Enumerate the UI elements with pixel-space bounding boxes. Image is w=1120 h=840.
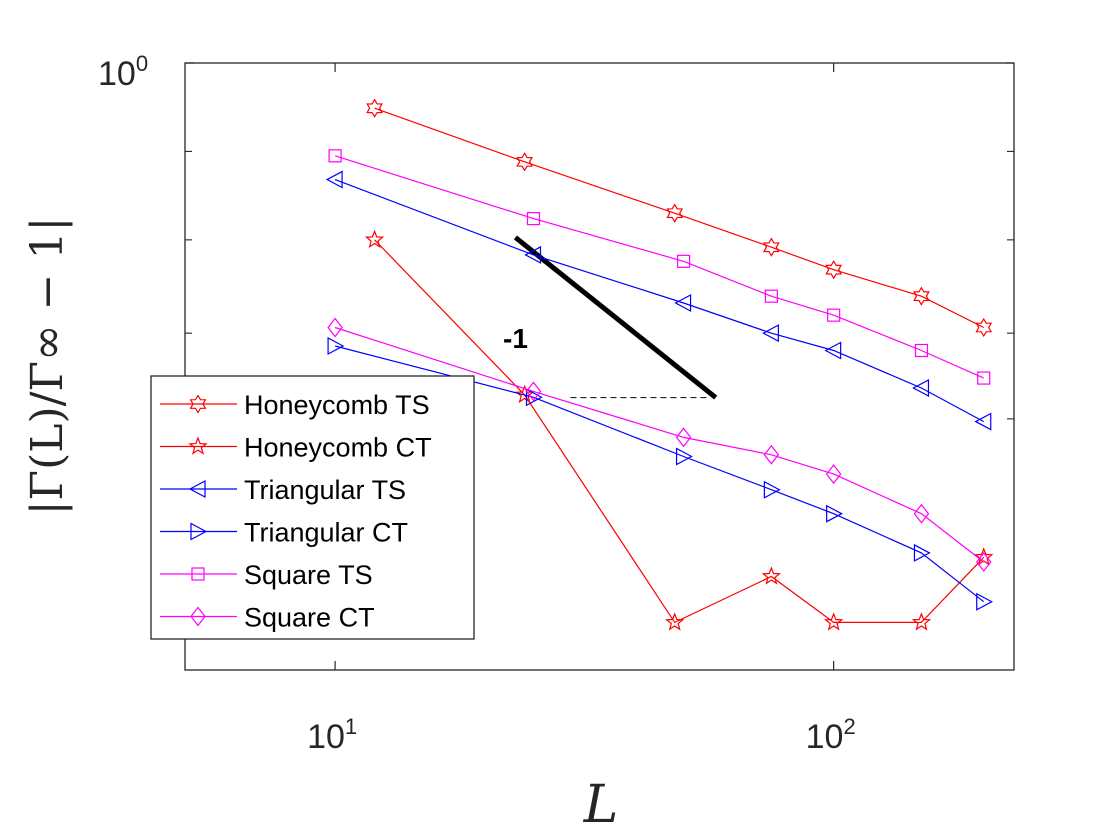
series-line	[334, 345, 985, 603]
series-triangular-ct	[327, 336, 994, 611]
data-point	[674, 293, 692, 312]
data-point	[914, 343, 929, 358]
data-point	[825, 260, 843, 280]
x-axis-label: L	[583, 775, 619, 835]
series-square-ct	[327, 317, 992, 572]
legend-entry: Square CT	[160, 603, 375, 633]
data-point	[913, 543, 931, 562]
data-point	[664, 612, 685, 631]
data-point	[675, 447, 693, 466]
series-triangular-ts	[325, 170, 992, 431]
data-point	[764, 289, 778, 303]
y-tick-label: 100	[98, 51, 148, 93]
axis-tick-labels: 101 102 100	[98, 51, 856, 756]
data-point	[826, 504, 843, 523]
data-point	[762, 237, 780, 257]
legend-entry: Honeycomb TS	[160, 390, 430, 420]
data-point	[763, 444, 780, 465]
legend-label: Square CT	[244, 603, 375, 633]
data-point	[912, 378, 930, 397]
legend-label: Triangular TS	[244, 475, 406, 505]
data-point	[974, 547, 994, 566]
data-point	[975, 317, 993, 338]
data-point	[825, 464, 842, 485]
series-line	[334, 155, 984, 379]
data-series	[325, 98, 994, 631]
data-point	[366, 98, 383, 118]
data-point	[676, 254, 691, 268]
legend: Honeycomb TS Honeycomb CT Triangular TS Tri…	[150, 375, 475, 640]
data-point	[325, 170, 343, 189]
slope-label: -1	[503, 323, 528, 354]
data-point	[524, 245, 542, 264]
legend-entry: Honeycomb CT	[160, 433, 432, 463]
legend-label: Square TS	[244, 560, 373, 590]
legend-label: Honeycomb TS	[244, 390, 430, 420]
slope-annotation: -1	[503, 235, 718, 400]
legend-entry: Square TS	[160, 560, 373, 590]
series-square-ts	[328, 149, 991, 385]
data-point	[327, 336, 345, 355]
data-point	[913, 286, 930, 306]
legend-marker	[190, 606, 206, 627]
data-point	[516, 152, 534, 172]
data-point	[364, 229, 385, 249]
series-line	[334, 179, 984, 423]
legend-label: Honeycomb CT	[244, 433, 432, 463]
y-axis-label: |Γ(L)/Γ∞ − 1|	[22, 217, 73, 516]
data-point	[761, 566, 781, 585]
data-point	[763, 480, 781, 499]
data-point	[327, 317, 343, 338]
data-point	[976, 592, 994, 611]
data-point	[666, 203, 684, 223]
legend-entry: Triangular TS	[160, 475, 406, 505]
legend-marker	[190, 522, 208, 541]
legend-box	[150, 375, 475, 640]
data-point	[827, 308, 841, 322]
data-point	[328, 149, 342, 163]
data-point	[525, 381, 542, 402]
data-point	[975, 551, 992, 572]
legend-marker	[188, 480, 206, 498]
y-axis-label-text: |Γ(L)/Γ∞ − 1|	[22, 217, 73, 516]
data-point	[675, 427, 692, 448]
data-point	[974, 412, 992, 431]
legend-marker	[191, 567, 205, 581]
x-tick-label: 102	[806, 714, 856, 756]
legend-label: Triangular CT	[244, 518, 408, 548]
data-point	[526, 212, 541, 226]
series-line	[374, 107, 984, 329]
x-tick-label: 101	[307, 714, 357, 756]
legend-marker	[189, 394, 207, 414]
series-honeycomb-ts	[366, 98, 993, 338]
data-point	[762, 324, 779, 343]
data-point	[913, 503, 930, 524]
axis-ticks	[185, 62, 1014, 670]
series-line	[334, 326, 985, 563]
data-point	[525, 388, 543, 407]
data-point	[977, 371, 991, 385]
legend-entry: Triangular CT	[160, 518, 408, 548]
data-point	[911, 612, 932, 631]
slope-reference-line	[513, 235, 718, 400]
data-point	[823, 612, 844, 631]
legend-marker	[188, 436, 208, 455]
data-point	[824, 341, 842, 360]
